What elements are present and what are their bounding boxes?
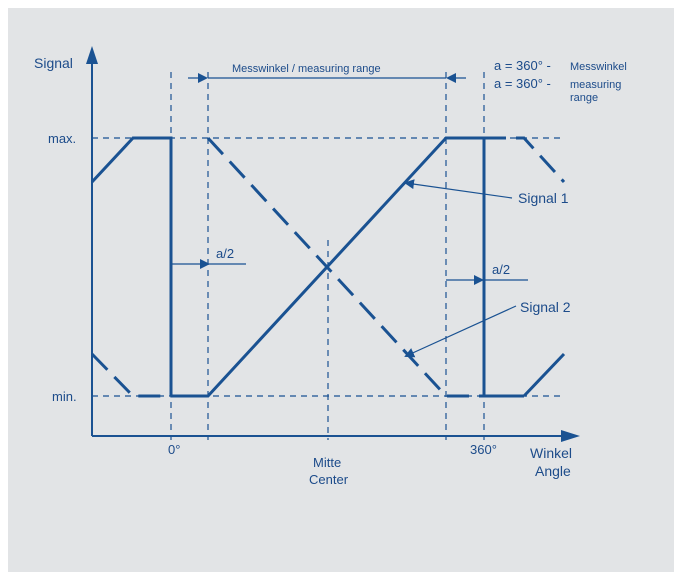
signal-2-falling-dashed xyxy=(206,136,484,398)
formula-line-2-note-a: measuring xyxy=(570,79,621,91)
formula-line-1-note: Messwinkel xyxy=(570,61,627,73)
y-axis-arrow xyxy=(86,46,98,64)
signal-1-right-tail xyxy=(522,352,566,398)
x-axis-arrow xyxy=(561,430,580,442)
measuring-range-label: Messwinkel / measuring range xyxy=(232,63,381,75)
center-label-de: Mitte xyxy=(313,455,341,470)
signal-1-left-dashed xyxy=(90,352,171,398)
x-axis-label-en: Angle xyxy=(535,463,571,479)
half-gap-left-label: a/2 xyxy=(216,246,234,261)
signal-1-label: Signal 1 xyxy=(518,190,569,206)
min-label: min. xyxy=(52,389,77,404)
x-axis-label-de: Winkel xyxy=(530,445,572,461)
signal-2-left-curve xyxy=(90,136,173,396)
tick-360-label: 360° xyxy=(470,442,497,457)
signal-2-leader xyxy=(404,305,517,358)
half-gap-right-label: a/2 xyxy=(492,262,510,277)
signal-1-curve xyxy=(171,136,524,398)
formula-line-1: a = 360° - xyxy=(494,58,551,73)
formula-line-2: a = 360° - xyxy=(494,76,551,91)
y-axis-label: Signal xyxy=(34,55,73,71)
diagram-canvas: Signal max. min. 0° 360° Mitte Center Wi… xyxy=(8,8,674,572)
signal-1-leader xyxy=(404,179,513,199)
signal-angle-diagram: Signal max. min. 0° 360° Mitte Center Wi… xyxy=(34,46,627,487)
center-label-en: Center xyxy=(309,472,349,487)
formula-line-2-note-b: range xyxy=(570,92,598,104)
tick-0-label: 0° xyxy=(168,442,180,457)
signal-2-label: Signal 2 xyxy=(520,299,571,315)
signal-2-right-dashed xyxy=(484,136,566,184)
max-label: max. xyxy=(48,131,76,146)
